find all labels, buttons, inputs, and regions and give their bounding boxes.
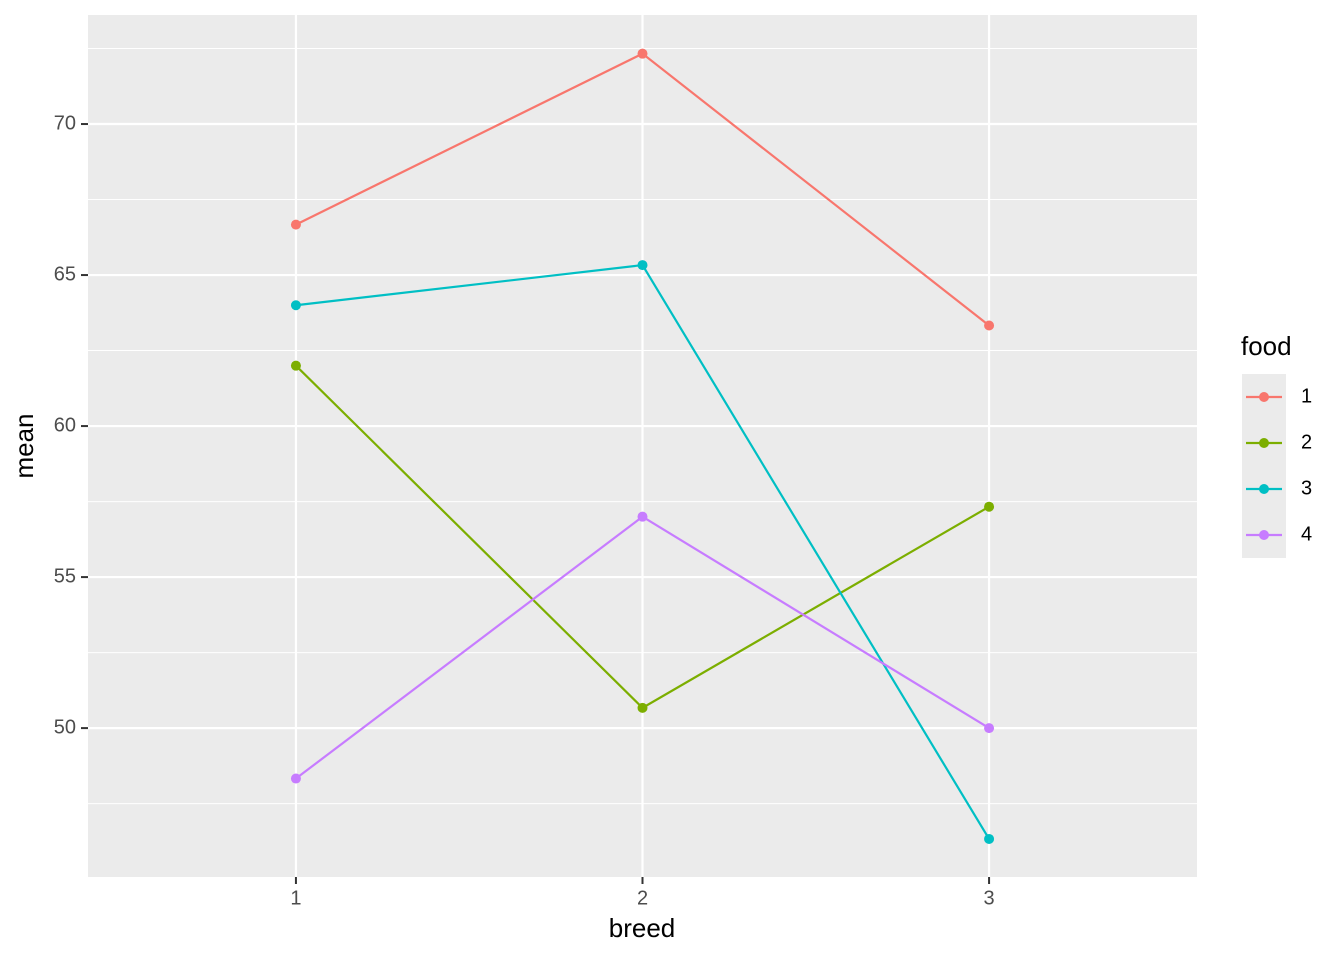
legend-label: 4 [1301,523,1312,545]
data-point [290,219,301,230]
x-axis-title: breed [609,913,676,943]
data-point [984,723,995,734]
legend-key-point [1259,484,1269,494]
y-axis-title: mean [9,413,39,478]
legend-title: food [1241,331,1292,361]
data-point [984,833,995,844]
y-tick-label: 70 [54,112,76,134]
y-tick-label: 65 [54,263,76,285]
data-point [637,48,648,59]
y-tick-label: 55 [54,565,76,587]
legend-label: 3 [1301,477,1312,499]
data-point [984,320,995,331]
data-point [637,260,648,271]
y-tick-label: 60 [54,414,76,436]
x-tick-label: 2 [637,887,648,909]
data-point [290,360,301,371]
legend-key-point [1259,392,1269,402]
data-point [637,702,648,713]
legend-label: 1 [1301,385,1312,407]
x-tick-label: 3 [984,887,995,909]
data-point [984,501,995,512]
legend-key-point [1259,530,1269,540]
y-tick-label: 50 [54,716,76,738]
legend-label: 2 [1301,431,1312,453]
legend-key-point [1259,438,1269,448]
data-point [290,773,301,784]
legend-key-background [1242,374,1286,558]
data-point [637,511,648,522]
data-point [290,300,301,311]
x-tick-label: 1 [290,887,301,909]
